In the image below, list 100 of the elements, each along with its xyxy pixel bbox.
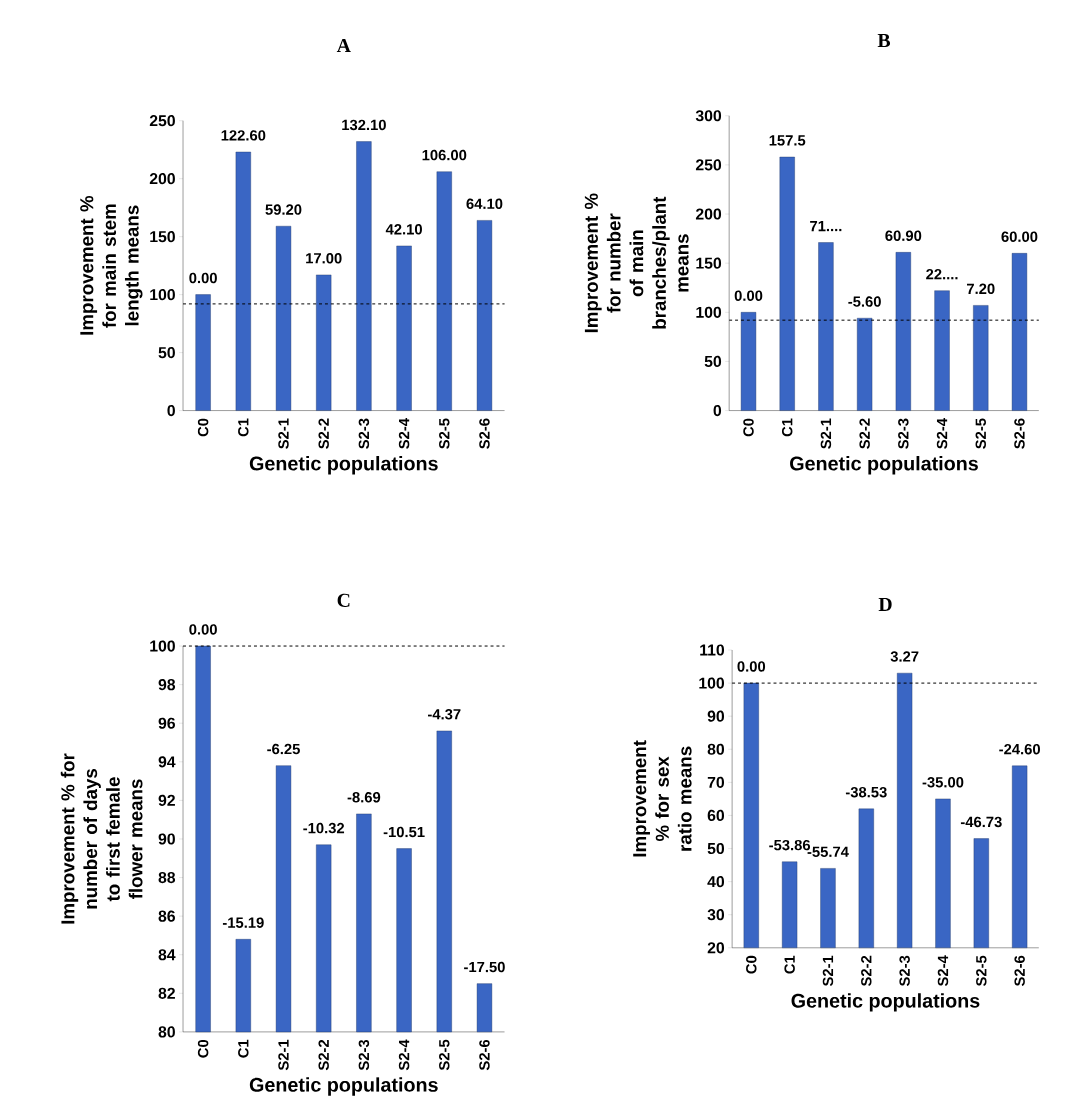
annotation: 0.00 [189, 272, 217, 284]
y-tick-label: 94 [158, 756, 176, 768]
bar [972, 305, 989, 411]
y-tick-label: 250 [149, 115, 175, 127]
x-tick-label: S2-1 [822, 955, 833, 987]
y-tick-label: 98 [158, 679, 175, 691]
y-tick-label: 88 [158, 871, 175, 884]
y-tick-label: 100 [696, 306, 721, 318]
y-tick-label: 0 [167, 405, 175, 417]
y-tick-label: 40 [707, 876, 724, 888]
bar [315, 274, 332, 411]
annotation: 7.20 [966, 283, 995, 295]
annotation: -5.60 [848, 296, 881, 307]
bar [356, 141, 372, 411]
chart-title: C [337, 593, 350, 607]
x-axis-title: Genetic populations [249, 456, 438, 475]
y-tick-label: 92 [158, 794, 175, 806]
y-axis-title: Improvement % for main stem length means [79, 195, 143, 335]
annotation: -46.73 [960, 816, 1002, 828]
y-tick-label: 20 [707, 942, 724, 954]
annotation: 0.00 [737, 661, 765, 672]
annotation: 0.00 [189, 624, 217, 635]
y-tick-label: 86 [158, 910, 175, 922]
y-tick-label: 90 [707, 710, 724, 722]
bar [195, 294, 211, 411]
x-tick-label: S2-3 [358, 1039, 369, 1071]
y-tick-label: 300 [695, 110, 721, 122]
y-tick-label: 70 [707, 776, 724, 788]
bar [818, 242, 834, 411]
chart-title: D [878, 597, 892, 611]
y-tick-label: 200 [149, 173, 175, 185]
x-tick-label: C0 [197, 1039, 209, 1058]
y-tick-label: 30 [707, 909, 724, 921]
y-tick-label: 50 [707, 842, 724, 855]
bar [396, 245, 412, 411]
x-tick-label: S2-3 [899, 955, 910, 987]
annotation: -10.51 [383, 826, 425, 838]
x-tick-label: S2-4 [936, 418, 948, 449]
x-tick-label: S2-2 [318, 1039, 329, 1071]
x-tick-label: S2-2 [859, 418, 870, 449]
x-tick-label: S2-6 [479, 418, 490, 449]
annotation: -6.25 [267, 743, 300, 755]
y-tick-label: 60 [707, 809, 724, 822]
x-tick-label: S2-5 [438, 418, 450, 449]
y-tick-label: 0 [713, 405, 721, 417]
x-tick-label: C1 [781, 418, 793, 437]
y-axis-title: Improvement % for sex ratio means [632, 740, 692, 857]
bar [436, 171, 452, 411]
annotation: -38.53 [845, 786, 887, 798]
y-tick-label: 50 [158, 347, 175, 359]
y-tick-label: 100 [150, 289, 175, 301]
y-tick-label: 50 [704, 355, 721, 368]
bar [1011, 253, 1027, 411]
x-tick-label: S2-3 [897, 418, 909, 449]
x-tick-label: S2-4 [398, 1039, 410, 1071]
chart-title: A [336, 38, 351, 52]
x-axis-title: Genetic populations [791, 993, 980, 1012]
y-tick-label: 80 [158, 1026, 175, 1038]
x-tick-label: S2-1 [278, 1039, 289, 1071]
annotation: 0.00 [734, 290, 763, 301]
x-tick-label: C1 [237, 418, 249, 437]
x-tick-label: S2-2 [318, 418, 329, 449]
x-tick-label: S2-5 [975, 418, 986, 449]
x-tick-label: S2-4 [937, 955, 948, 987]
annotation: -10.32 [303, 822, 344, 834]
y-tick-label: 82 [158, 987, 175, 999]
y-axis-title: Improvement % for number of days to first female flower means [60, 753, 143, 924]
y-tick-label: 150 [696, 257, 721, 269]
annotation: 59.20 [265, 204, 302, 215]
chart-title: B [877, 34, 890, 47]
annotation: 42.10 [385, 224, 422, 235]
y-tick-label: 80 [707, 743, 724, 755]
bar [779, 156, 795, 411]
y-tick-label: 200 [695, 208, 721, 220]
x-tick-label: S2-6 [1014, 418, 1025, 449]
x-tick-label: S2-1 [278, 418, 289, 449]
x-axis-title: Genetic populations [789, 456, 978, 475]
bar [740, 312, 756, 411]
x-tick-label: C0 [743, 418, 754, 437]
annotation: 22.... [925, 268, 958, 280]
y-axis-title: Improvement % for number of main branches/plant means [584, 193, 689, 333]
bar [895, 252, 911, 411]
annotation: -24.60 [999, 743, 1040, 755]
x-tick-label: C1 [784, 955, 795, 974]
x-tick-label: C1 [237, 1039, 249, 1058]
bar [235, 151, 251, 411]
x-tick-label: S2-5 [438, 1039, 450, 1071]
y-tick-label: 90 [158, 833, 175, 845]
x-tick-label: S2-3 [358, 418, 369, 449]
y-tick-label: 250 [695, 159, 721, 171]
x-tick-label: S2-2 [860, 955, 872, 987]
bar [275, 226, 291, 411]
annotation: 60.90 [885, 230, 921, 241]
annotation: -35.00 [922, 777, 964, 788]
annotation: 64.10 [466, 198, 503, 210]
x-axis-title: Genetic populations [249, 1077, 438, 1096]
annotation: 132.10 [341, 119, 386, 131]
x-tick-label: S2-1 [820, 418, 831, 449]
annotation: -8.69 [347, 792, 380, 803]
x-tick-label: S2-6 [1014, 955, 1025, 987]
